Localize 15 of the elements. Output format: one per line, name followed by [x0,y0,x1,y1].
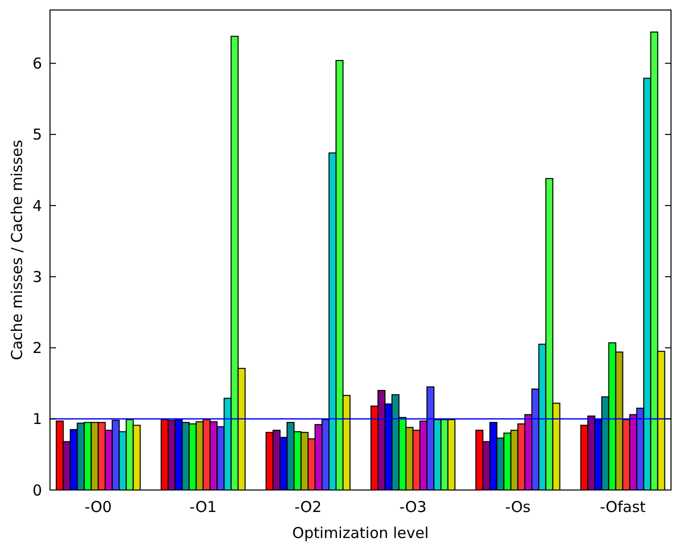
y-tick-label: 6 [32,54,42,73]
y-tick-label: 3 [32,268,42,286]
y-tick-label: 1 [32,410,42,428]
y-axis-title: Cache misses / Cache misses [8,140,26,360]
x-axis-title: Optimization level [292,524,429,542]
y-tick-label: 4 [32,196,42,215]
y-tick-label: 2 [32,339,42,358]
x-tick-label: -Os [505,498,531,516]
y-tick-label: 0 [32,481,42,500]
x-tick-label: -O1 [190,498,217,516]
x-tick-label: -O2 [294,498,322,516]
y-tick-label: 5 [32,126,42,144]
x-tick-label: -O0 [84,498,112,516]
x-tick-label: -O3 [399,498,427,516]
x-tick-label: -Ofast [600,498,646,516]
